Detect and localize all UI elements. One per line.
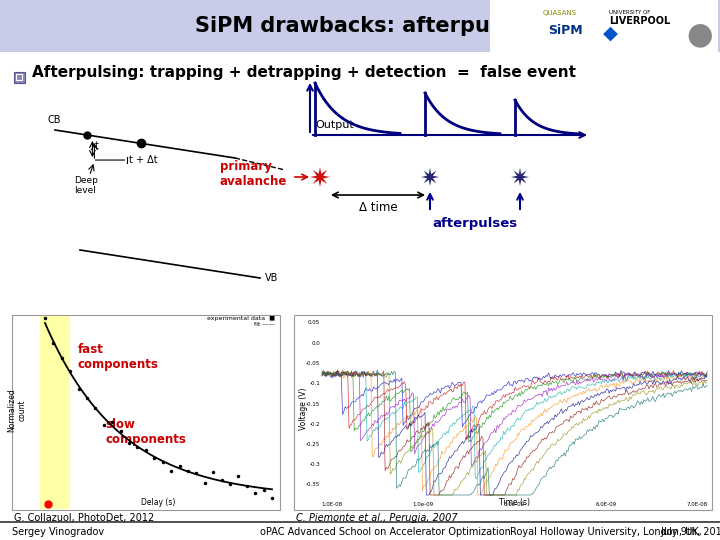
Text: SiPM: SiPM <box>548 24 582 37</box>
FancyBboxPatch shape <box>14 72 25 83</box>
FancyBboxPatch shape <box>40 316 70 509</box>
Text: Delay (s): Delay (s) <box>141 498 176 507</box>
Text: Afterpulsing: trapping + detrapping + detection  =  false event: Afterpulsing: trapping + detrapping + de… <box>32 65 576 80</box>
FancyBboxPatch shape <box>490 0 718 67</box>
Text: VB: VB <box>265 273 279 283</box>
Text: -0.35: -0.35 <box>306 483 320 488</box>
Text: fast
components: fast components <box>78 343 159 371</box>
Text: -0.3: -0.3 <box>310 462 320 467</box>
Text: 1.0E-08: 1.0E-08 <box>321 502 343 507</box>
FancyBboxPatch shape <box>16 74 23 81</box>
Text: 6.0E-09: 6.0E-09 <box>595 502 616 507</box>
Text: slow
components: slow components <box>105 418 186 446</box>
Text: Δ time: Δ time <box>359 201 397 214</box>
Text: -0.05: -0.05 <box>306 361 320 366</box>
Text: 0.0: 0.0 <box>311 341 320 346</box>
Text: -0.25: -0.25 <box>306 442 320 447</box>
Text: G. Collazuol, PhotoDet, 2012: G. Collazuol, PhotoDet, 2012 <box>14 513 154 523</box>
Text: 3.0e-09: 3.0e-09 <box>504 502 525 507</box>
Text: Royal Holloway University, London, UK,: Royal Holloway University, London, UK, <box>510 527 702 537</box>
Text: oPAC Advanced School on Accelerator Optimization: oPAC Advanced School on Accelerator Opti… <box>260 527 511 537</box>
Text: Time (s): Time (s) <box>499 498 530 507</box>
Text: ●: ● <box>687 20 714 49</box>
Text: primary
avalanche: primary avalanche <box>220 160 287 188</box>
FancyBboxPatch shape <box>12 315 280 510</box>
FancyBboxPatch shape <box>0 0 720 52</box>
Text: 0.05: 0.05 <box>307 321 320 326</box>
Text: 7.0E-08: 7.0E-08 <box>686 502 708 507</box>
Text: -0.15: -0.15 <box>306 402 320 407</box>
Text: CB: CB <box>47 115 60 125</box>
Polygon shape <box>421 168 439 186</box>
Text: fit ——: fit —— <box>254 322 275 327</box>
Text: UNIVERSITY OF: UNIVERSITY OF <box>609 10 651 15</box>
FancyBboxPatch shape <box>294 315 712 510</box>
Text: t + Δt: t + Δt <box>130 155 158 165</box>
Text: Sergey Vinogradov: Sergey Vinogradov <box>12 527 104 537</box>
Text: -0.1: -0.1 <box>310 381 320 386</box>
Text: QUASANS: QUASANS <box>543 10 577 16</box>
Text: Output: Output <box>315 120 354 130</box>
Text: ◆: ◆ <box>603 24 618 43</box>
Text: t: t <box>94 141 98 151</box>
Text: C. Piemonte et al., Perugia, 2007: C. Piemonte et al., Perugia, 2007 <box>296 513 458 523</box>
Text: SiPM drawbacks: afterpulsing: SiPM drawbacks: afterpulsing <box>195 16 546 36</box>
Text: Voltage (V): Voltage (V) <box>300 388 308 430</box>
Text: Normalized
count: Normalized count <box>7 389 27 433</box>
Text: -0.2: -0.2 <box>310 422 320 427</box>
Polygon shape <box>310 167 330 187</box>
Text: Deep
level: Deep level <box>74 176 98 195</box>
Text: LIVERPOOL: LIVERPOOL <box>609 16 670 26</box>
Text: 1.0e-09: 1.0e-09 <box>413 502 434 507</box>
Polygon shape <box>511 168 529 186</box>
FancyBboxPatch shape <box>17 75 22 80</box>
Text: experimental data  ■: experimental data ■ <box>207 316 275 321</box>
Text: afterpulses: afterpulses <box>433 217 518 230</box>
Text: July 9th, 2014: July 9th, 2014 <box>660 527 720 537</box>
